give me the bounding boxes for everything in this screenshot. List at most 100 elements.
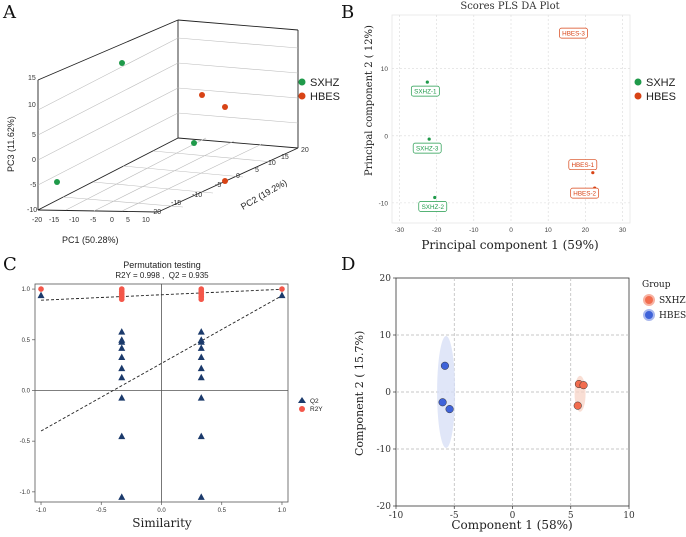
pa-x-tick-7: 10 (142, 217, 150, 224)
pc-legend-r2y: R2Y (310, 406, 323, 413)
pd-point-sxhz (579, 381, 588, 390)
pa-x-tick-4: -5 (90, 217, 96, 224)
pc-point-q2 (118, 493, 126, 500)
pc-point-q2 (118, 373, 126, 381)
pc-point-q2 (197, 394, 205, 401)
pd-x-tick: 0 (510, 511, 516, 521)
pb-legend-sxhz-marker (634, 78, 642, 86)
pa-point-hbes (199, 92, 205, 98)
pc-title: Permutation testing (123, 260, 201, 270)
pc-point-r2y (198, 296, 205, 303)
pb-x-tick: -20 (432, 227, 442, 234)
panel-a-grid (37, 37, 299, 212)
panel-label-b: B (341, 2, 354, 23)
pd-legend-title: Group (642, 280, 671, 290)
pb-y-tick: 10 (381, 66, 389, 73)
pd-point-hbes (445, 405, 454, 414)
pd-legend: Group SXHZ HBES (642, 280, 686, 321)
pa-y-tick-1: -20 (151, 209, 161, 216)
pb-y-tick: 0 (384, 133, 388, 140)
pa-x-tick-5: 0 (110, 217, 114, 224)
pc-x-tick: 0.0 (157, 508, 166, 514)
pb-x-tick: 0 (509, 227, 513, 234)
pd-y-label: Component 2 ( 15.7%) (353, 331, 366, 456)
pd-point-sxhz (573, 401, 582, 410)
pd-ellipse-hbes (437, 336, 456, 448)
pb-x-label: Principal component 1 (59%) (421, 238, 598, 252)
pd-y-tick: 20 (380, 274, 392, 284)
pb-point-hbes-1 (591, 171, 595, 175)
pc-points (37, 286, 286, 500)
pb-point-label-box (570, 187, 600, 199)
pa-x-tick-3: -10 (69, 217, 79, 224)
pd-x-tick: -10 (389, 511, 404, 521)
pa-point-hbes (222, 104, 228, 110)
pc-point-q2 (118, 344, 126, 351)
pc-legend-q2-marker (298, 397, 306, 403)
pc-point-q2 (197, 373, 205, 381)
pa-y-tick-8: 15 (281, 154, 289, 161)
pc-x-tick: 0.5 (218, 508, 227, 514)
pd-x-tick: 5 (568, 511, 574, 521)
pc-y-tick: -0.5 (20, 439, 31, 445)
pc-point-q2 (197, 364, 205, 372)
pb-points: SXHZ-1 SXHZ-3 SXHZ-2 HBES-3 HBES-1 HBES-2 (410, 27, 600, 212)
pa-y-tick-2: -15 (171, 200, 181, 207)
pd-points (438, 361, 588, 414)
pb-point-label: SXHZ-1 (414, 88, 437, 95)
pb-ticks: -30 -20 -10 0 10 20 30 -10 0 10 (379, 66, 627, 234)
pb-point-label: HBES-1 (571, 162, 594, 169)
pb-legend-hbes: HBES (646, 91, 676, 103)
pb-point-sxhz-3 (427, 137, 431, 141)
pb-legend-hbes-marker (634, 92, 642, 100)
pc-axes: -1.0 -0.5 0.0 0.5 1.0 1.0 0.5 0.0 -0.5 -1.0 (20, 284, 288, 514)
panel-b-plsda: Scores PLS DA Plot -30 -20 -10 0 10 20 30 -10 0 1… (364, 1, 676, 252)
pc-point-r2y (118, 296, 125, 303)
pb-point-label-box (568, 159, 598, 171)
pc-point-q2 (118, 353, 126, 361)
pa-y-tick-9: 20 (301, 147, 309, 154)
pd-x-tick: 10 (623, 511, 635, 521)
pa-point-sxhz (191, 140, 197, 146)
pd-grid (396, 278, 629, 506)
pb-legend-sxhz: SXHZ (646, 77, 676, 89)
pd-y-tick: 0 (385, 388, 391, 398)
pc-point-q2 (118, 336, 126, 343)
pb-x-tick: 20 (582, 227, 590, 234)
pc-point-q2 (197, 493, 205, 500)
pc-y-tick: 0.0 (22, 388, 31, 394)
panel-a-3d-scatter: -10 -5 0 5 10 15 -20 -15 -10 -5 0 5 10 -… (6, 19, 340, 245)
pa-z-tick-6: 15 (28, 75, 36, 82)
pd-legend-sxhz-marker (643, 294, 655, 306)
pb-point-label-box (559, 27, 588, 39)
pd-y-tick: -20 (377, 502, 392, 512)
pa-z-tick-1: -10 (27, 207, 37, 214)
pb-legend: SXHZ HBES (634, 77, 676, 103)
pa-legend-sxhz: SXHZ (310, 77, 340, 89)
pa-x-tick-1: -20 (32, 217, 42, 224)
pc-regression-q2 (40, 295, 283, 432)
pc-point-q2 (37, 291, 45, 299)
pd-x-tick: -5 (450, 511, 459, 521)
pd-y-tick: 10 (380, 331, 392, 341)
pb-x-tick: -10 (469, 227, 479, 234)
pc-point-q2 (197, 353, 205, 361)
pc-lines (40, 288, 283, 432)
pa-legend-sxhz-marker (298, 78, 306, 86)
pc-point-r2y (38, 286, 44, 292)
pc-point-q2 (118, 364, 126, 372)
panel-c-permutation: Permutation testing R2Y = 0.998 , Q2 = 0… (20, 260, 324, 530)
pa-point-sxhz (54, 179, 60, 185)
pc-x-label: Similarity (132, 516, 192, 530)
pa-z-tick-4: 5 (32, 132, 36, 139)
pb-point-label-box (412, 142, 442, 154)
pa-legend-hbes-marker (298, 92, 306, 100)
pc-y-tick: 1.0 (22, 287, 31, 293)
pc-x-tick: 1.0 (278, 508, 287, 514)
pb-y-tick: -10 (379, 200, 389, 207)
pc-point-r2y (279, 286, 285, 292)
pa-y-tick-5: 0 (236, 173, 240, 180)
pa-y-tick-7: 10 (268, 160, 276, 167)
panel-label-d: D (341, 254, 355, 275)
